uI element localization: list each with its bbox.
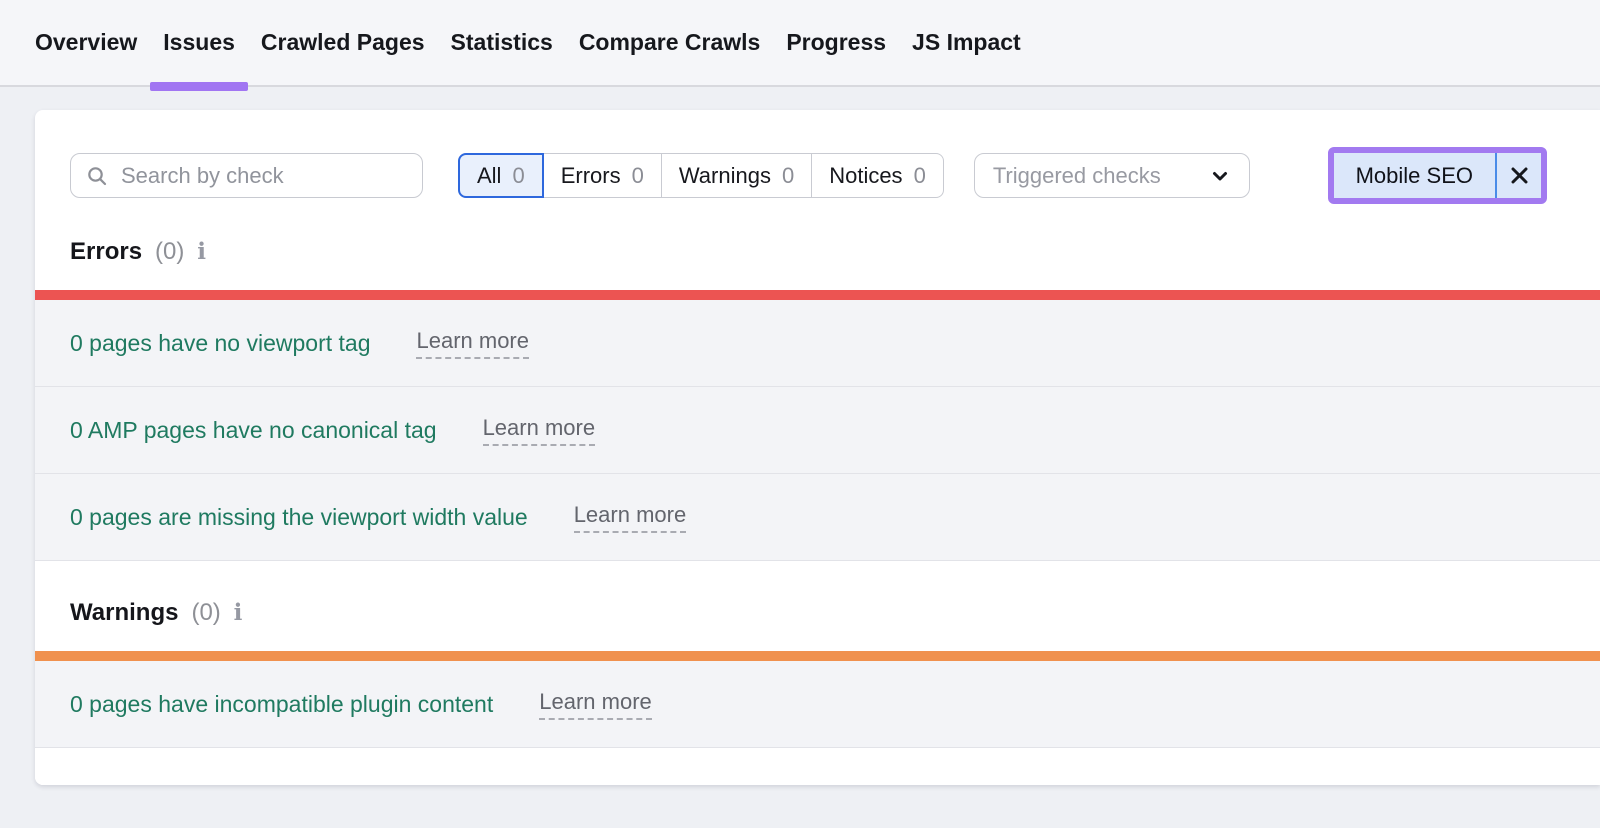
search-by-check-input[interactable] bbox=[70, 153, 423, 198]
search-icon bbox=[85, 164, 109, 188]
warnings-section-heading: Warnings (0) ℹ bbox=[70, 599, 1565, 627]
chevron-down-icon bbox=[1209, 165, 1231, 187]
segment-all[interactable]: All 0 bbox=[458, 153, 544, 198]
severity-filter-group: All 0 Errors 0 Warnings 0 Notices 0 bbox=[458, 153, 944, 198]
close-icon bbox=[1509, 165, 1530, 186]
tab-compare-crawls[interactable]: Compare Crawls bbox=[578, 29, 761, 55]
learn-more-link[interactable]: Learn more bbox=[573, 502, 687, 533]
chip-divider bbox=[1495, 153, 1497, 198]
segment-label: Errors bbox=[560, 162, 621, 188]
segment-warnings[interactable]: Warnings 0 bbox=[660, 153, 813, 198]
tab-issues[interactable]: Issues bbox=[150, 0, 248, 91]
tab-overview[interactable]: Overview bbox=[35, 29, 138, 55]
segment-errors[interactable]: Errors 0 bbox=[542, 153, 662, 198]
learn-more-link[interactable]: Learn more bbox=[482, 415, 596, 446]
errors-section-heading: Errors (0) ℹ bbox=[70, 238, 1565, 266]
segment-notices[interactable]: Notices 0 bbox=[811, 153, 944, 198]
issue-check-link[interactable]: 0 AMP pages have no canonical tag bbox=[70, 416, 437, 443]
errors-accent-bar bbox=[35, 290, 1600, 300]
segment-count: 0 bbox=[913, 162, 926, 188]
issue-row: 0 pages have no viewport tag Learn more bbox=[35, 300, 1600, 387]
section-count: (0) bbox=[155, 238, 185, 265]
info-icon[interactable]: ℹ bbox=[197, 239, 207, 265]
search-input[interactable] bbox=[119, 161, 408, 190]
section-title: Errors bbox=[70, 238, 143, 265]
issue-row: 0 pages are missing the viewport width v… bbox=[35, 474, 1600, 561]
learn-more-link[interactable]: Learn more bbox=[416, 328, 529, 359]
tab-progress[interactable]: Progress bbox=[786, 29, 887, 55]
segment-count: 0 bbox=[512, 162, 525, 188]
issue-check-link[interactable]: 0 pages have no viewport tag bbox=[70, 329, 371, 356]
segment-label: Notices bbox=[829, 162, 903, 188]
triggered-checks-dropdown[interactable]: Triggered checks bbox=[973, 153, 1250, 198]
issues-panel-card: All 0 Errors 0 Warnings 0 Notices 0 Trig… bbox=[35, 110, 1600, 785]
issue-check-link[interactable]: 0 pages are missing the viewport width v… bbox=[70, 503, 528, 530]
tab-statistics[interactable]: Statistics bbox=[450, 29, 553, 55]
segment-label: All bbox=[477, 162, 502, 188]
dropdown-label: Triggered checks bbox=[992, 162, 1161, 188]
section-count: (0) bbox=[191, 599, 221, 626]
remove-filter-button[interactable] bbox=[1497, 153, 1541, 198]
segment-count: 0 bbox=[781, 162, 795, 188]
issue-row: 0 AMP pages have no canonical tag Learn … bbox=[35, 387, 1600, 474]
tab-crawled-pages[interactable]: Crawled Pages bbox=[260, 29, 425, 55]
tab-js-impact[interactable]: JS Impact bbox=[912, 29, 1021, 55]
mobile-seo-chip-highlight: Mobile SEO bbox=[1327, 147, 1547, 204]
issue-row: 0 pages have incompatible plugin content… bbox=[35, 661, 1600, 748]
card-footer bbox=[35, 748, 1600, 785]
audit-tab-bar: Overview Issues Crawled Pages Statistics… bbox=[0, 0, 1600, 91]
issue-check-link[interactable]: 0 pages have incompatible plugin content bbox=[70, 690, 494, 717]
segment-label: Warnings bbox=[678, 162, 771, 188]
section-title: Warnings bbox=[70, 599, 179, 626]
learn-more-link[interactable]: Learn more bbox=[539, 689, 652, 720]
info-icon[interactable]: ℹ bbox=[233, 600, 243, 626]
chip-label: Mobile SEO bbox=[1355, 162, 1473, 188]
mobile-seo-filter-chip[interactable]: Mobile SEO bbox=[1333, 153, 1541, 198]
filter-bar: All 0 Errors 0 Warnings 0 Notices 0 Trig… bbox=[35, 147, 1600, 204]
segment-count: 0 bbox=[631, 162, 644, 188]
warnings-accent-bar bbox=[35, 651, 1600, 661]
